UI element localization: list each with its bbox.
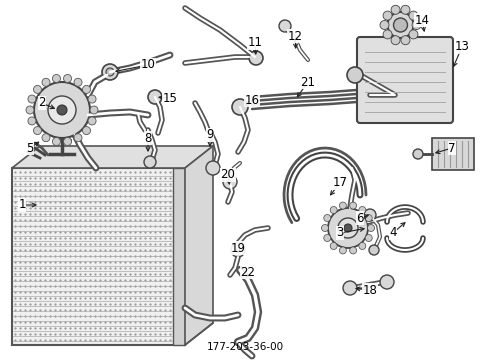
Circle shape	[388, 12, 414, 38]
Bar	[432, 138, 474, 170]
Text: 22: 22	[241, 266, 255, 279]
Circle shape	[231, 243, 245, 257]
Circle shape	[28, 117, 36, 125]
Circle shape	[391, 36, 400, 45]
Circle shape	[409, 30, 418, 39]
Circle shape	[350, 202, 357, 209]
Text: 7: 7	[448, 141, 456, 154]
Circle shape	[383, 30, 392, 39]
Circle shape	[401, 5, 410, 14]
Circle shape	[347, 67, 363, 83]
Circle shape	[409, 11, 418, 20]
Circle shape	[28, 95, 36, 103]
Circle shape	[391, 5, 400, 14]
Text: 4: 4	[389, 226, 397, 239]
Circle shape	[26, 106, 34, 114]
Circle shape	[413, 149, 423, 159]
Text: 6: 6	[356, 211, 364, 225]
Text: 13: 13	[455, 40, 469, 54]
Text: 8: 8	[145, 131, 152, 144]
Circle shape	[369, 245, 379, 255]
Text: 12: 12	[288, 30, 302, 42]
Circle shape	[330, 243, 337, 249]
Circle shape	[106, 68, 114, 76]
Circle shape	[52, 138, 60, 145]
Circle shape	[401, 36, 410, 45]
Circle shape	[223, 175, 237, 189]
Circle shape	[42, 78, 50, 86]
Circle shape	[64, 138, 72, 145]
Text: 177-203-36-00: 177-203-36-00	[206, 342, 284, 352]
Circle shape	[344, 224, 352, 232]
Circle shape	[88, 95, 96, 103]
Text: 3: 3	[336, 226, 343, 239]
Circle shape	[340, 202, 346, 209]
Text: 18: 18	[363, 284, 377, 297]
Circle shape	[64, 75, 72, 82]
Circle shape	[144, 156, 156, 168]
Circle shape	[82, 85, 91, 94]
Text: 14: 14	[415, 13, 430, 27]
Text: 15: 15	[163, 91, 177, 104]
Text: 19: 19	[230, 242, 245, 255]
Circle shape	[412, 21, 421, 30]
Circle shape	[57, 105, 67, 115]
Text: 5: 5	[26, 141, 34, 154]
FancyBboxPatch shape	[357, 37, 453, 123]
Circle shape	[365, 234, 372, 242]
Circle shape	[393, 18, 408, 32]
Circle shape	[232, 99, 248, 115]
Circle shape	[90, 106, 98, 114]
Circle shape	[324, 234, 331, 242]
Text: 9: 9	[206, 129, 214, 141]
Circle shape	[33, 127, 42, 135]
Circle shape	[48, 96, 76, 124]
Circle shape	[380, 21, 389, 30]
Circle shape	[383, 11, 392, 20]
Circle shape	[365, 215, 372, 221]
Circle shape	[380, 275, 394, 289]
Circle shape	[102, 64, 118, 80]
Circle shape	[359, 243, 366, 249]
Polygon shape	[12, 146, 213, 168]
Circle shape	[338, 218, 358, 238]
Circle shape	[88, 117, 96, 125]
Polygon shape	[173, 168, 185, 345]
Circle shape	[34, 82, 90, 138]
Circle shape	[330, 207, 337, 213]
Circle shape	[364, 209, 376, 221]
Circle shape	[328, 208, 368, 248]
Circle shape	[359, 207, 366, 213]
Text: 1: 1	[18, 198, 26, 211]
Text: 10: 10	[141, 58, 155, 72]
Circle shape	[82, 127, 91, 135]
Circle shape	[74, 134, 82, 142]
Circle shape	[321, 225, 328, 231]
Circle shape	[206, 161, 220, 175]
Text: 11: 11	[247, 36, 263, 49]
Circle shape	[279, 20, 291, 32]
Circle shape	[350, 247, 357, 254]
Circle shape	[42, 134, 50, 142]
Circle shape	[74, 78, 82, 86]
Polygon shape	[12, 168, 185, 345]
Text: 20: 20	[220, 168, 235, 181]
Text: 21: 21	[300, 76, 316, 89]
Circle shape	[340, 247, 346, 254]
Circle shape	[368, 225, 374, 231]
Circle shape	[343, 281, 357, 295]
Circle shape	[148, 90, 162, 104]
Circle shape	[52, 75, 60, 82]
Polygon shape	[185, 146, 213, 345]
Circle shape	[324, 215, 331, 221]
Circle shape	[33, 85, 42, 94]
Text: 17: 17	[333, 176, 347, 189]
Circle shape	[249, 51, 263, 65]
Text: 2: 2	[38, 96, 46, 109]
Text: 16: 16	[245, 94, 260, 107]
